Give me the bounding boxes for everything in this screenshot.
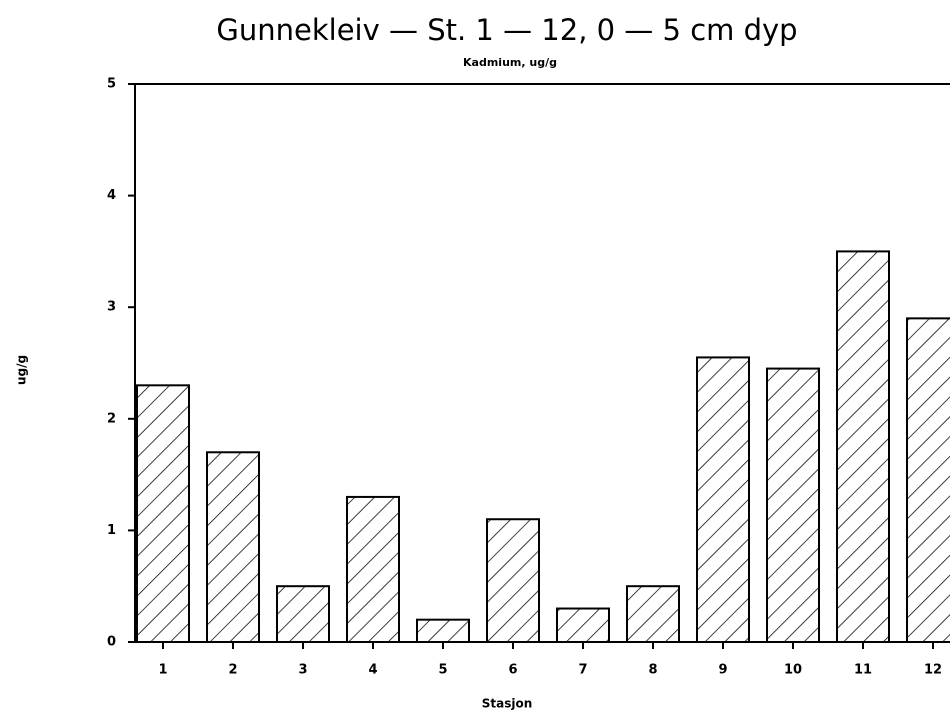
- x-tick-label: 5: [438, 663, 447, 678]
- bar: [766, 367, 820, 643]
- y-tick-label: 4: [107, 188, 116, 203]
- x-tick-label: 10: [784, 663, 802, 678]
- x-tick-label: 4: [368, 663, 377, 678]
- bar: [556, 607, 610, 644]
- y-tick-label: 5: [107, 77, 116, 92]
- y-axis-label: ug/g: [15, 355, 29, 385]
- bar: [206, 451, 260, 643]
- bar: [416, 618, 470, 643]
- y-tick-label: 2: [107, 411, 116, 426]
- x-tick-label: 2: [228, 663, 237, 678]
- bar: [136, 384, 190, 643]
- bar: [346, 495, 400, 644]
- y-tick-label: 3: [107, 300, 116, 315]
- bar: [906, 317, 950, 643]
- bar: [486, 518, 540, 643]
- x-tick-label: 8: [648, 663, 657, 678]
- bar: [626, 585, 680, 644]
- chart-subtitle: Kadmium, ug/g: [463, 56, 557, 69]
- x-tick-label: 1: [158, 663, 167, 678]
- x-tick-label: 3: [298, 663, 307, 678]
- bar: [836, 250, 890, 643]
- x-tick-label: 12: [924, 663, 942, 678]
- x-tick-label: 11: [854, 663, 872, 678]
- chart-title: Gunnekleiv — St. 1 — 12, 0 — 5 cm dyp: [216, 13, 797, 47]
- x-tick-label: 7: [578, 663, 587, 678]
- x-tick-label: 9: [718, 663, 727, 678]
- x-axis-label: Stasjon: [482, 697, 533, 711]
- bar: [276, 585, 330, 644]
- y-tick-label: 0: [107, 635, 116, 650]
- bar: [696, 356, 750, 643]
- y-tick-label: 1: [107, 523, 116, 538]
- x-tick-label: 6: [508, 663, 517, 678]
